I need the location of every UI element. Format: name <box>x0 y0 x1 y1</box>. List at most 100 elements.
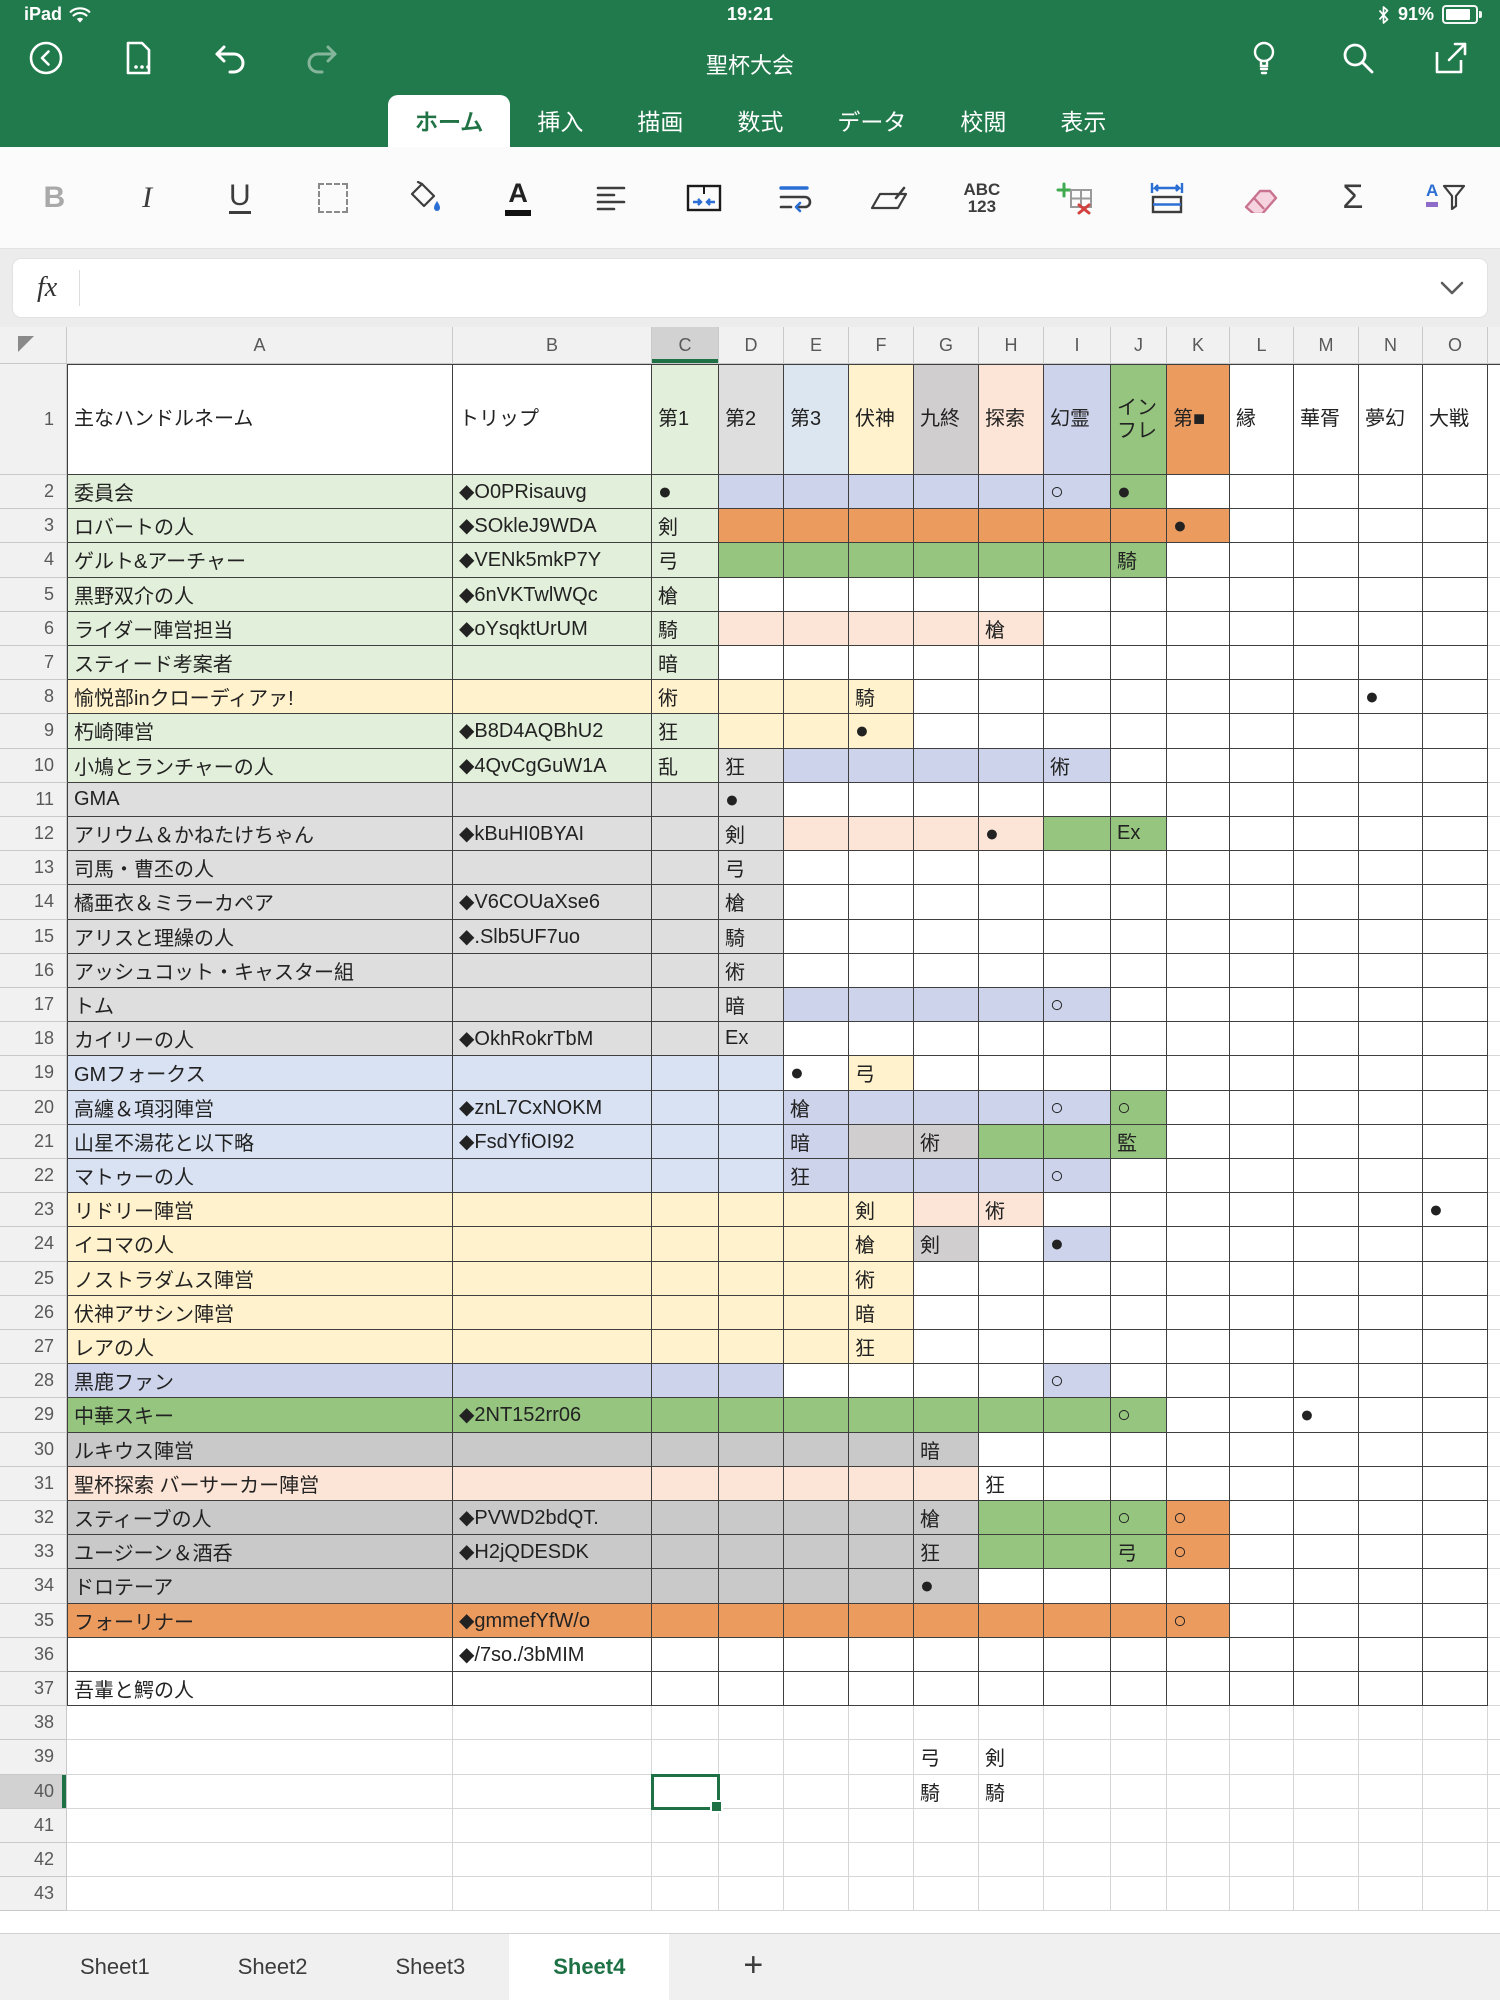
cell-C19[interactable] <box>652 1056 719 1091</box>
cell-M14[interactable] <box>1294 885 1359 920</box>
cell-A8[interactable]: 愉悦部inクローディアァ! <box>67 680 453 715</box>
cell-F19[interactable]: 弓 <box>849 1056 914 1091</box>
back-button[interactable] <box>26 38 66 78</box>
cell-D37[interactable] <box>719 1672 784 1707</box>
cell-F35[interactable] <box>849 1603 914 1638</box>
cell-K39[interactable] <box>1167 1740 1230 1775</box>
cell-N8[interactable]: ● <box>1359 680 1423 715</box>
cell-E14[interactable] <box>784 885 849 920</box>
cell-B27[interactable] <box>453 1330 652 1365</box>
cell-N4[interactable] <box>1359 543 1423 578</box>
cell-P1[interactable] <box>1488 364 1500 475</box>
cell-C42[interactable] <box>652 1843 719 1878</box>
italic-button[interactable]: I <box>142 180 153 214</box>
row-header-40[interactable]: 40 <box>0 1774 67 1809</box>
cell-F25[interactable]: 術 <box>849 1261 914 1296</box>
cell-H21[interactable] <box>979 1124 1044 1159</box>
cell-D35[interactable] <box>719 1603 784 1638</box>
cell-G33[interactable]: 狂 <box>914 1535 979 1570</box>
cell-M43[interactable] <box>1294 1877 1359 1912</box>
column-header-F[interactable]: F <box>849 327 914 364</box>
cell-G34[interactable]: ● <box>914 1569 979 1604</box>
cell-O39[interactable] <box>1423 1740 1488 1775</box>
cell-F13[interactable] <box>849 851 914 886</box>
cell-P19[interactable] <box>1488 1056 1500 1091</box>
cell-E31[interactable] <box>784 1466 849 1501</box>
row-header-34[interactable]: 34 <box>0 1569 67 1604</box>
cell-A35[interactable]: フォーリナー <box>67 1603 453 1638</box>
cell-P11[interactable] <box>1488 782 1500 817</box>
cell-I28[interactable]: ○ <box>1044 1364 1111 1399</box>
cell-I42[interactable] <box>1044 1843 1111 1878</box>
cell-P3[interactable] <box>1488 509 1500 544</box>
cell-C35[interactable] <box>652 1603 719 1638</box>
cell-A5[interactable]: 黒野双介の人 <box>67 577 453 612</box>
cell-C6[interactable]: 騎 <box>652 611 719 646</box>
cell-O26[interactable] <box>1423 1295 1488 1330</box>
cell-H43[interactable] <box>979 1877 1044 1912</box>
row-header-5[interactable]: 5 <box>0 577 67 612</box>
cell-N43[interactable] <box>1359 1877 1423 1912</box>
cell-J1[interactable]: インフレ <box>1111 364 1167 475</box>
cell-K14[interactable] <box>1167 885 1230 920</box>
column-header-G[interactable]: G <box>914 327 979 364</box>
cell-N5[interactable] <box>1359 577 1423 612</box>
cell-H38[interactable] <box>979 1706 1044 1741</box>
cell-A40[interactable] <box>67 1774 453 1809</box>
cell-H26[interactable] <box>979 1295 1044 1330</box>
cell-A29[interactable]: 中華スキー <box>67 1398 453 1433</box>
cell-I36[interactable] <box>1044 1637 1111 1672</box>
cell-E41[interactable] <box>784 1808 849 1843</box>
cell-E22[interactable]: 狂 <box>784 1159 849 1194</box>
cell-H3[interactable] <box>979 509 1044 544</box>
cell-G2[interactable] <box>914 475 979 510</box>
cell-N25[interactable] <box>1359 1261 1423 1296</box>
cell-L39[interactable] <box>1230 1740 1294 1775</box>
cell-D38[interactable] <box>719 1706 784 1741</box>
cell-K28[interactable] <box>1167 1364 1230 1399</box>
cell-K40[interactable] <box>1167 1774 1230 1809</box>
cell-D39[interactable] <box>719 1740 784 1775</box>
cell-M8[interactable] <box>1294 680 1359 715</box>
cell-K25[interactable] <box>1167 1261 1230 1296</box>
cell-K23[interactable] <box>1167 1193 1230 1228</box>
cell-M6[interactable] <box>1294 611 1359 646</box>
cell-P15[interactable] <box>1488 919 1500 954</box>
cell-P32[interactable] <box>1488 1501 1500 1536</box>
cell-L27[interactable] <box>1230 1330 1294 1365</box>
cell-I26[interactable] <box>1044 1295 1111 1330</box>
cell-F28[interactable] <box>849 1364 914 1399</box>
cell-F21[interactable] <box>849 1124 914 1159</box>
cell-E37[interactable] <box>784 1672 849 1707</box>
cell-P42[interactable] <box>1488 1843 1500 1878</box>
cell-H10[interactable] <box>979 748 1044 783</box>
cell-A39[interactable] <box>67 1740 453 1775</box>
cell-M36[interactable] <box>1294 1637 1359 1672</box>
cell-K33[interactable]: ○ <box>1167 1535 1230 1570</box>
cell-L17[interactable] <box>1230 988 1294 1023</box>
cell-I32[interactable] <box>1044 1501 1111 1536</box>
cell-G18[interactable] <box>914 1022 979 1057</box>
cell-A31[interactable]: 聖杯探索 バーサーカー陣営 <box>67 1466 453 1501</box>
cell-E5[interactable] <box>784 577 849 612</box>
cell-J7[interactable] <box>1111 646 1167 681</box>
cell-B7[interactable] <box>453 646 652 681</box>
cell-M12[interactable] <box>1294 817 1359 852</box>
cell-P16[interactable] <box>1488 953 1500 988</box>
cell-M32[interactable] <box>1294 1501 1359 1536</box>
cell-C9[interactable]: 狂 <box>652 714 719 749</box>
cell-B40[interactable] <box>453 1774 652 1809</box>
borders-button[interactable] <box>301 166 365 230</box>
cell-N6[interactable] <box>1359 611 1423 646</box>
cell-H31[interactable]: 狂 <box>979 1466 1044 1501</box>
cell-O40[interactable] <box>1423 1774 1488 1809</box>
cell-M38[interactable] <box>1294 1706 1359 1741</box>
cell-F34[interactable] <box>849 1569 914 1604</box>
cell-H34[interactable] <box>979 1569 1044 1604</box>
cell-C4[interactable]: 弓 <box>652 543 719 578</box>
cell-J42[interactable] <box>1111 1843 1167 1878</box>
row-header-26[interactable]: 26 <box>0 1295 67 1330</box>
cell-I2[interactable]: ○ <box>1044 475 1111 510</box>
cell-O13[interactable] <box>1423 851 1488 886</box>
cell-F38[interactable] <box>849 1706 914 1741</box>
